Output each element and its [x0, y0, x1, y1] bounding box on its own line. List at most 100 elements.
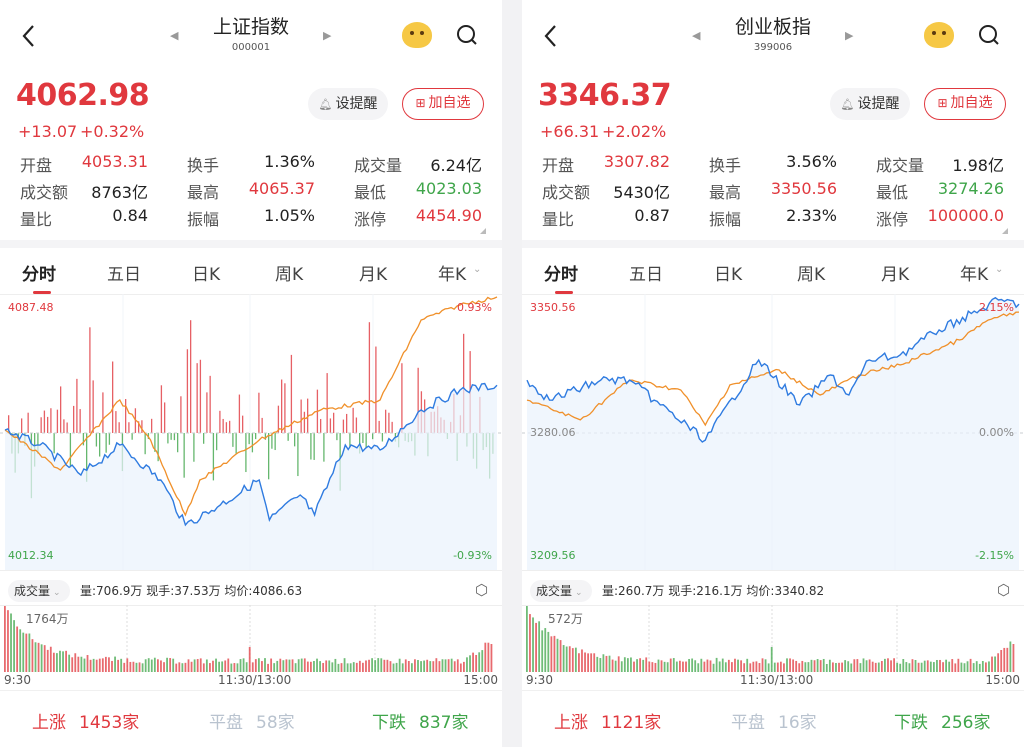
- search-button[interactable]: [978, 24, 1000, 46]
- volume-up-bar: [160, 660, 162, 672]
- volume-up-bar: [89, 659, 92, 672]
- volume-down-bar: [994, 656, 996, 672]
- hexagon-settings-icon[interactable]: ⬡: [997, 581, 1011, 599]
- tab-1[interactable]: 五日: [629, 265, 663, 285]
- volume-down-bar: [835, 663, 837, 672]
- tab-0[interactable]: 分时: [22, 265, 56, 285]
- volume-down-bar: [936, 659, 938, 672]
- volume-down-bar: [914, 660, 917, 672]
- mascot-icon[interactable]: [924, 22, 954, 48]
- breadth-down-bar: [362, 433, 364, 444]
- breadth-up-bar: [21, 418, 23, 433]
- tab-0[interactable]: 分时: [544, 265, 578, 285]
- breadth-down-bar: [108, 433, 111, 445]
- chevron-left-icon: [544, 25, 556, 47]
- volume-down-bar: [718, 661, 721, 672]
- stat-value: 1.98亿: [952, 156, 1004, 175]
- set-alert-button[interactable]: 🔔︎ 设提醒: [830, 88, 910, 120]
- volume-down-bar: [786, 658, 788, 672]
- breadth-down-bar: [232, 433, 234, 447]
- volume-down-bar: [346, 663, 349, 672]
- breadth-up-bar: [225, 422, 228, 433]
- volume-down-bar: [441, 659, 444, 672]
- breadth-up-bar: [118, 422, 120, 433]
- breadth-up-bar: [102, 392, 104, 433]
- decliners-count: 256家: [941, 713, 991, 733]
- volume-up-bar: [227, 658, 230, 672]
- breadth-down-bar: [313, 433, 315, 460]
- breadth-up-bar: [290, 354, 293, 433]
- search-button[interactable]: [456, 24, 478, 46]
- tab-3[interactable]: 周K: [275, 265, 304, 285]
- tab-5[interactable]: 年K: [438, 265, 467, 285]
- add-watchlist-button[interactable]: ⊞ 加自选: [924, 88, 1006, 120]
- advancers-count: 1453家: [79, 713, 140, 733]
- tab-4[interactable]: 月K: [359, 265, 388, 285]
- expand-corner-icon[interactable]: [1002, 228, 1008, 234]
- volume-up-bar: [267, 663, 269, 672]
- tab-1[interactable]: 五日: [107, 265, 141, 285]
- volume-selector-label: 成交量: [14, 584, 51, 598]
- volume-up-bar: [475, 654, 478, 672]
- volume-up-bar: [795, 660, 798, 672]
- y-high-pct-label: 0.93%: [457, 301, 492, 314]
- breadth-down-bar: [297, 433, 299, 477]
- tab-2[interactable]: 日K: [714, 265, 743, 285]
- volume-up-bar: [758, 663, 761, 672]
- volume-up-bar: [310, 661, 312, 672]
- volume-up-bar: [202, 663, 205, 672]
- volume-down-bar: [896, 662, 899, 672]
- volume-down-bar: [721, 658, 724, 672]
- volume-down-bar: [908, 663, 911, 672]
- volume-up-bar: [997, 653, 1000, 672]
- breadth-down-bar: [287, 433, 289, 441]
- y-high-label: 3350.56: [530, 301, 576, 314]
- volume-indicator-select[interactable]: 成交量 ⌄: [530, 580, 592, 602]
- back-button[interactable]: [540, 22, 562, 50]
- prev-index-button[interactable]: ◀: [692, 29, 701, 42]
- stock-panel: ◀ ▶ 上证指数 000001 4062.98 +13.07 +0.32% 🔔︎ 设提醒 ⊞ 加自选…: [0, 0, 502, 747]
- divider: [522, 240, 1024, 248]
- volume-down-bar: [602, 654, 605, 672]
- volume-up-bar: [46, 649, 49, 672]
- volume-up-bar: [853, 659, 856, 672]
- next-index-button[interactable]: ▶: [845, 29, 854, 42]
- y-low-pct-label: -2.15%: [975, 549, 1014, 562]
- volume-down-bar: [334, 658, 337, 672]
- breadth-down-bar: [216, 433, 218, 451]
- tab-5[interactable]: 年K: [960, 265, 989, 285]
- tab-3[interactable]: 周K: [797, 265, 826, 285]
- volume-up-bar: [169, 658, 172, 672]
- volume-down-bar: [929, 661, 932, 672]
- stat-label: 涨停: [354, 210, 387, 229]
- volume-up-bar: [856, 659, 859, 672]
- back-button[interactable]: [18, 22, 40, 50]
- breadth-up-bar: [300, 399, 302, 433]
- volume-down-bar: [746, 658, 749, 672]
- volume-down-bar: [884, 658, 886, 672]
- next-index-button[interactable]: ▶: [323, 29, 332, 42]
- volume-up-bar: [880, 660, 883, 672]
- add-watchlist-button[interactable]: ⊞ 加自选: [402, 88, 484, 120]
- expand-corner-icon[interactable]: [480, 228, 486, 234]
- mascot-icon[interactable]: [402, 22, 432, 48]
- hexagon-settings-icon[interactable]: ⬡: [475, 581, 489, 599]
- chevron-down-icon[interactable]: ⌄: [473, 264, 482, 275]
- breadth-down-bar: [245, 433, 247, 473]
- volume-up-bar: [734, 658, 736, 672]
- volume-down-bar: [239, 659, 242, 672]
- y-base-pct-label: 0.00%: [979, 426, 1014, 439]
- tab-2[interactable]: 日K: [192, 265, 221, 285]
- breadth-up-bar: [79, 409, 81, 433]
- breadth-up-bar: [138, 421, 140, 433]
- tab-4[interactable]: 月K: [881, 265, 910, 285]
- breadth-up-bar: [160, 385, 163, 433]
- volume-down-bar: [966, 661, 969, 672]
- chevron-down-icon[interactable]: ⌄: [995, 264, 1004, 275]
- set-alert-button[interactable]: 🔔︎ 设提醒: [308, 88, 388, 120]
- volume-indicator-select[interactable]: 成交量 ⌄: [8, 580, 70, 602]
- stock-code: 000001: [231, 42, 271, 53]
- prev-index-button[interactable]: ◀: [170, 29, 179, 42]
- stock-code: 399006: [753, 42, 793, 53]
- current-price: 3346.37: [538, 78, 672, 113]
